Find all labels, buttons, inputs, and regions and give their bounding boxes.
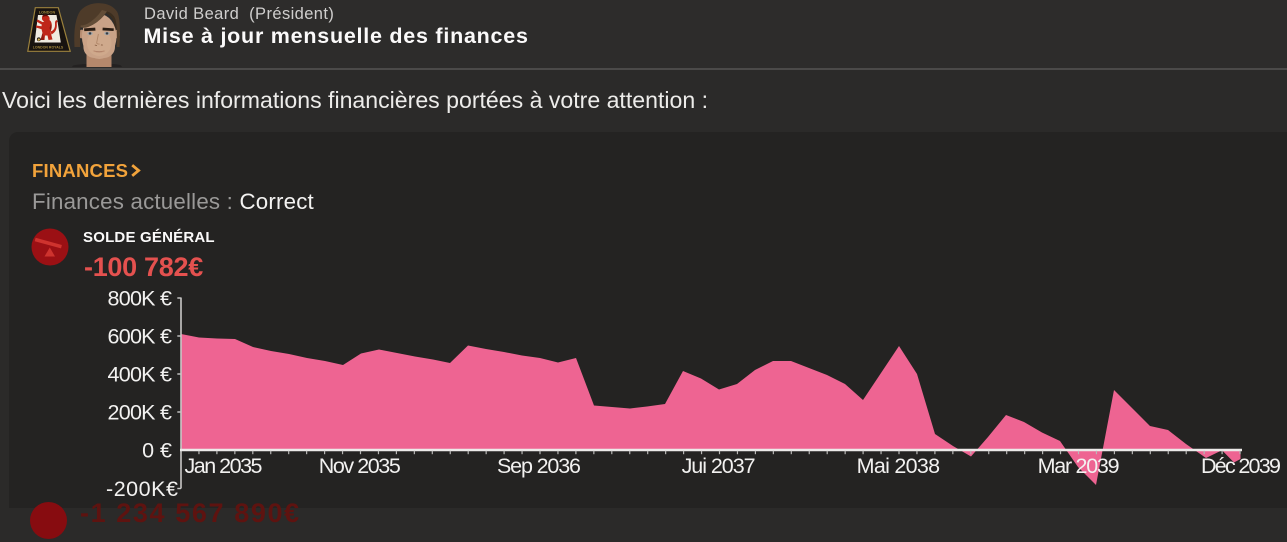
svg-text:400K €: 400K €: [108, 363, 173, 387]
svg-text:LONDON ROYALS: LONDON ROYALS: [33, 45, 64, 49]
svg-text:0 €: 0 €: [142, 439, 172, 463]
svg-text:600K €: 600K €: [108, 325, 173, 349]
svg-text:Mar 2039: Mar 2039: [1038, 454, 1120, 478]
svg-text:-200K€: -200K€: [106, 477, 178, 501]
svg-text:Déc 2039: Déc 2039: [1201, 454, 1281, 478]
svg-text:Sep 2036: Sep 2036: [497, 454, 581, 478]
svg-text:Jui 2037: Jui 2037: [682, 454, 756, 478]
svg-text:800K €: 800K €: [108, 287, 173, 311]
svg-text:LONDON: LONDON: [39, 10, 56, 14]
svg-text:Jan 2035: Jan 2035: [185, 454, 263, 478]
svg-text:Mai 2038: Mai 2038: [857, 454, 941, 478]
svg-text:Nov 2035: Nov 2035: [319, 454, 401, 478]
svg-text:200K €: 200K €: [108, 401, 173, 425]
